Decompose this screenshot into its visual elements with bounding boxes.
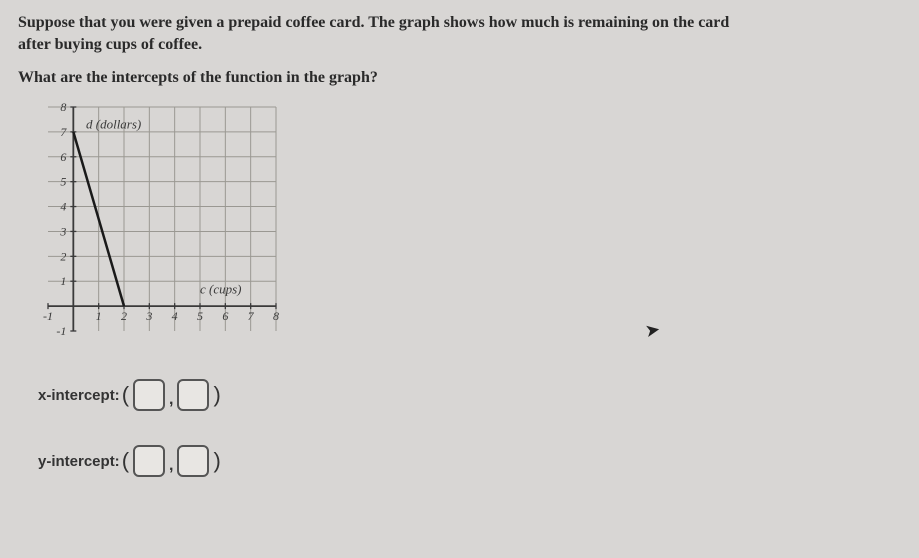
chart-container: -1 1 2 3 4 5 6 7 8 -1 1 2 3 4 5 6 7 8 d (dollars) c (cups)	[24, 101, 284, 351]
open-paren: (	[122, 382, 129, 408]
svg-text:3: 3	[59, 225, 66, 239]
svg-text:5: 5	[197, 309, 203, 323]
x-intercept-label: x-intercept:	[38, 387, 120, 404]
svg-text:1: 1	[96, 309, 102, 323]
y-intercept-label: y-intercept:	[38, 453, 120, 470]
comma: ,	[169, 391, 173, 411]
open-paren: (	[122, 448, 129, 474]
svg-text:c (cups): c (cups)	[200, 282, 242, 297]
svg-text:6: 6	[222, 309, 228, 323]
y-intercept-input-b[interactable]	[177, 445, 209, 477]
mouse-cursor-icon: ➤	[643, 319, 662, 342]
x-intercept-input-a[interactable]	[133, 379, 165, 411]
prompt-line2: after buying cups of coffee.	[18, 36, 202, 53]
svg-text:3: 3	[145, 309, 152, 323]
close-paren: )	[213, 382, 220, 408]
svg-text:6: 6	[60, 150, 66, 164]
svg-text:8: 8	[273, 309, 279, 323]
intercepts-chart: -1 1 2 3 4 5 6 7 8 -1 1 2 3 4 5 6 7 8 d (dollars) c (cups)	[24, 101, 284, 351]
y-intercept-input-a[interactable]	[133, 445, 165, 477]
close-paren: )	[213, 448, 220, 474]
svg-text:4: 4	[172, 309, 178, 323]
svg-text:8: 8	[60, 101, 66, 114]
svg-text:7: 7	[60, 125, 67, 139]
svg-text:5: 5	[60, 175, 66, 189]
svg-text:1: 1	[60, 274, 66, 288]
svg-text:-1: -1	[43, 309, 53, 323]
x-intercept-input-b[interactable]	[177, 379, 209, 411]
svg-text:2: 2	[121, 309, 127, 323]
svg-text:7: 7	[248, 309, 255, 323]
svg-text:2: 2	[60, 250, 66, 264]
svg-text:d (dollars): d (dollars)	[86, 117, 141, 132]
svg-text:-1: -1	[56, 324, 66, 338]
y-intercept-row: y-intercept: ( , )	[38, 445, 901, 477]
problem-statement: Suppose that you were given a prepaid co…	[18, 12, 901, 55]
comma: ,	[169, 457, 173, 477]
svg-text:4: 4	[60, 200, 66, 214]
x-intercept-row: x-intercept: ( , )	[38, 379, 901, 411]
question-text: What are the intercepts of the function …	[18, 69, 901, 87]
intercepts-section: x-intercept: ( , ) y-intercept: ( , )	[38, 379, 901, 477]
prompt-line1: Suppose that you were given a prepaid co…	[18, 14, 729, 31]
